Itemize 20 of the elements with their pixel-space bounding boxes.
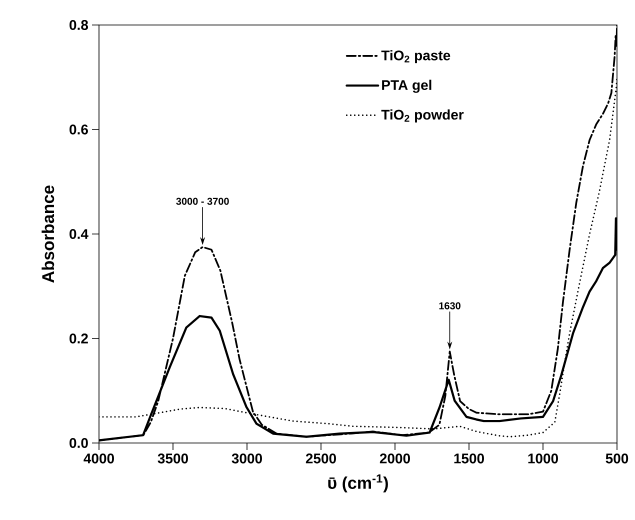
legend-label: PTA gel bbox=[382, 80, 432, 93]
annotation: 1630 bbox=[439, 302, 460, 310]
annotation: 3000 - 3700 bbox=[176, 198, 229, 205]
y-tick-label: 0.2 bbox=[70, 334, 88, 344]
y-axis-title: Absorbance bbox=[42, 185, 54, 283]
legend-label: TiO$_{2}$ powder bbox=[381, 109, 464, 122]
x-tick-label: 1000 bbox=[528, 454, 558, 464]
y-tick-label: 0.0 bbox=[70, 438, 88, 448]
x-tick-label: 2000 bbox=[380, 454, 410, 464]
x-tick-label: 1500 bbox=[454, 454, 484, 464]
x-tick-label: 4000 bbox=[84, 454, 114, 464]
x-axis-title: ῡ (cm$^{-1}$) bbox=[328, 474, 388, 492]
y-tick-label: 0.8 bbox=[70, 20, 88, 30]
legend-label: TiO$_{2}$ paste bbox=[381, 50, 450, 64]
y-tick-label: 0.4 bbox=[70, 229, 88, 239]
y-tick-label: 0.6 bbox=[70, 124, 88, 134]
x-tick-label: 500 bbox=[606, 454, 628, 464]
x-tick-label: 3500 bbox=[158, 454, 188, 464]
x-tick-label: 2500 bbox=[306, 454, 336, 464]
x-tick-label: 3000 bbox=[232, 454, 262, 464]
